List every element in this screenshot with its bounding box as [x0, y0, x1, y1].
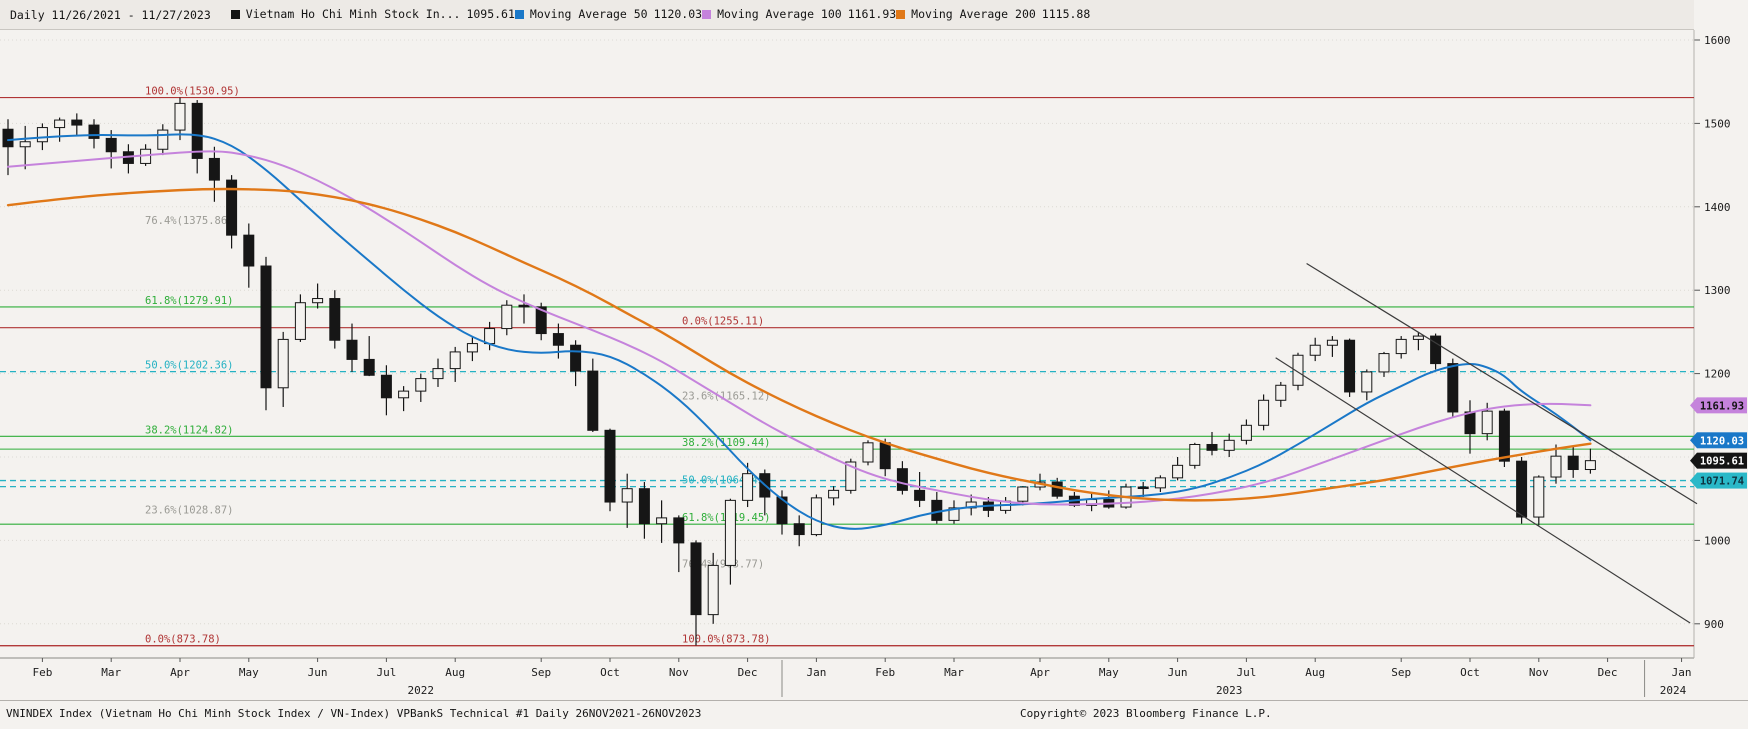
- svg-text:Aug: Aug: [445, 666, 465, 679]
- y-axis: 9001000110012001300140015001600: [0, 30, 1731, 659]
- legend-label: Moving Average 200: [911, 7, 1036, 22]
- svg-text:Feb: Feb: [875, 666, 895, 679]
- fibonacci-layer: 100.0%(1530.95) 76.4%(1375.86) 61.8%(1279.…: [0, 86, 1694, 647]
- legend-swatch-price-series: [230, 9, 240, 19]
- legend-label: Moving Average 50: [529, 7, 648, 22]
- svg-text:Feb: Feb: [32, 666, 52, 679]
- svg-text:Sep: Sep: [531, 666, 551, 679]
- svg-text:Jan: Jan: [1672, 666, 1692, 679]
- legend-value: 1120.03: [653, 7, 703, 22]
- svg-text:1500: 1500: [1704, 117, 1731, 130]
- svg-text:Mar: Mar: [101, 666, 121, 679]
- svg-text:1095.61: 1095.61: [1700, 456, 1744, 468]
- svg-text:Apr: Apr: [170, 666, 190, 679]
- svg-text:Dec: Dec: [1598, 666, 1618, 679]
- svg-text:1400: 1400: [1704, 201, 1731, 214]
- svg-text:1600: 1600: [1704, 34, 1731, 47]
- svg-text:2022: 2022: [408, 684, 435, 697]
- date-range: Daily 11/26/2021 - 11/27/2023: [10, 7, 211, 22]
- legend-value: 1095.61: [466, 7, 515, 22]
- copyright-notice: Copyright© 2023 Bloomberg Finance L.P.: [1020, 707, 1272, 720]
- svg-text:38.2%(1109.44): 38.2%(1109.44): [682, 437, 771, 449]
- svg-text:100.0%(1530.95): 100.0%(1530.95): [145, 86, 240, 98]
- svg-text:50.0%(1202.36): 50.0%(1202.36): [145, 360, 234, 372]
- legend-item-price-series[interactable]: Vietnam Ho Chi Minh Stock In... 1095.61: [230, 7, 515, 22]
- svg-text:38.2%(1124.82): 38.2%(1124.82): [145, 424, 234, 436]
- svg-text:Mar: Mar: [944, 666, 964, 679]
- svg-text:100.0%(873.78): 100.0%(873.78): [682, 634, 771, 646]
- legend-item-ma50[interactable]: Moving Average 50 1120.03: [514, 7, 703, 22]
- svg-text:Jun: Jun: [1168, 666, 1188, 679]
- chart-toolbar: Daily 11/26/2021 - 11/27/2023 Vietnam Ho…: [0, 0, 1694, 30]
- svg-text:900: 900: [1704, 618, 1724, 631]
- svg-text:1161.93: 1161.93: [1700, 400, 1744, 412]
- security-description: VNINDEX Index (Vietnam Ho Chi Minh Stock…: [6, 707, 702, 720]
- ma200-line: [6, 187, 1592, 502]
- svg-text:23.6%(1165.12): 23.6%(1165.12): [682, 391, 771, 403]
- legend-swatch-ma200: [896, 9, 906, 19]
- svg-text:1200: 1200: [1704, 368, 1731, 381]
- svg-text:1300: 1300: [1704, 284, 1731, 297]
- svg-text:Apr: Apr: [1030, 666, 1050, 679]
- legend-swatch-ma50: [514, 9, 524, 19]
- legend-value: 1115.88: [1041, 7, 1091, 22]
- svg-text:76.4%(963.77): 76.4%(963.77): [682, 559, 764, 571]
- grid-layer: [0, 39, 1694, 625]
- status-bar: VNINDEX Index (Vietnam Ho Chi Minh Stock…: [0, 700, 1748, 729]
- svg-text:Nov: Nov: [1529, 666, 1549, 679]
- svg-text:Oct: Oct: [1460, 666, 1480, 679]
- svg-text:1071.74: 1071.74: [1700, 476, 1744, 488]
- svg-text:2023: 2023: [1216, 684, 1243, 697]
- legend-item-ma100[interactable]: Moving Average 100 1161.93: [702, 7, 896, 21]
- svg-text:May: May: [1099, 666, 1119, 679]
- x-axis: Feb Mar Apr May Jun Jul Aug Sep Oct Nov Dec Jan Feb M…: [32, 658, 1691, 697]
- ma50-line: [7, 133, 1592, 530]
- legend-label: Vietnam Ho Chi Minh Stock In...: [245, 7, 461, 22]
- svg-text:Aug: Aug: [1305, 666, 1325, 679]
- svg-text:Jul: Jul: [1236, 666, 1256, 679]
- legend-label: Moving Average 100: [717, 7, 842, 22]
- legend-swatch-ma100: [702, 9, 712, 19]
- svg-text:1120.03: 1120.03: [1700, 435, 1744, 447]
- chart-legend: Vietnam Ho Chi Minh Stock In... 1095.61 Mo…: [230, 7, 1090, 22]
- svg-text:Oct: Oct: [600, 666, 620, 679]
- price-badges: 1161.93 1120.03 1095.61 1071.74: [1690, 397, 1747, 489]
- svg-text:23.6%(1028.87): 23.6%(1028.87): [145, 504, 234, 516]
- svg-text:Sep: Sep: [1391, 666, 1411, 679]
- legend-value: 1161.93: [847, 7, 897, 22]
- svg-text:Dec: Dec: [738, 666, 758, 679]
- svg-text:2024: 2024: [1660, 684, 1687, 697]
- svg-text:Jul: Jul: [376, 666, 396, 679]
- svg-text:Jan: Jan: [806, 666, 826, 679]
- svg-text:1000: 1000: [1704, 534, 1731, 547]
- trendlines-layer: [1275, 263, 1698, 624]
- svg-text:0.0%(873.78): 0.0%(873.78): [145, 634, 221, 646]
- legend-item-ma200[interactable]: Moving Average 200 1115.88: [896, 7, 1090, 21]
- svg-text:76.4%(1375.86): 76.4%(1375.86): [145, 215, 234, 227]
- svg-text:Nov: Nov: [669, 666, 689, 679]
- svg-text:Jun: Jun: [308, 666, 328, 679]
- svg-text:0.0%(1255.11): 0.0%(1255.11): [682, 316, 764, 328]
- svg-text:61.8%(1279.91): 61.8%(1279.91): [145, 295, 234, 307]
- svg-text:May: May: [239, 666, 259, 679]
